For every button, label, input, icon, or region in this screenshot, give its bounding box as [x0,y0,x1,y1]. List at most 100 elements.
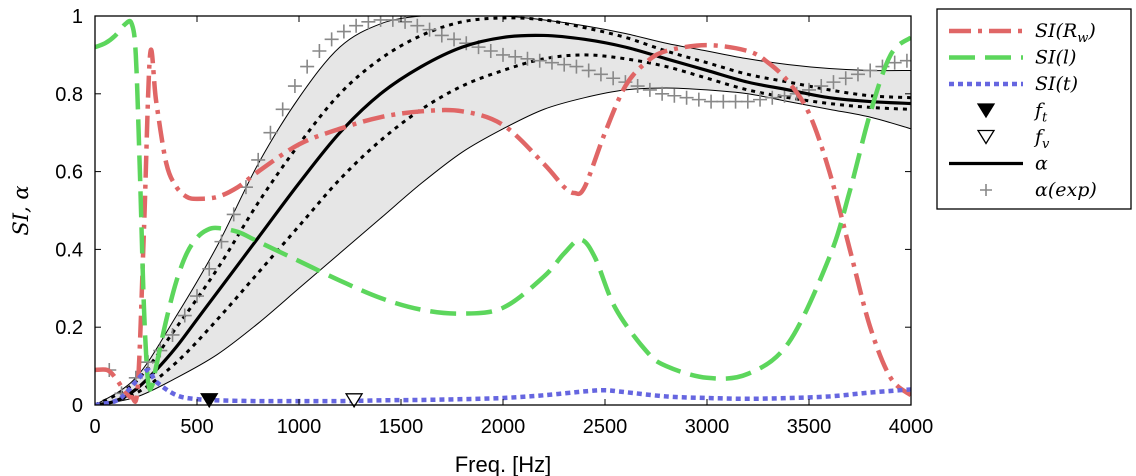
alpha-exp-point [410,18,425,33]
alpha-exp-point [422,22,437,37]
alpha-exp-point [777,88,792,103]
y-tick-label: 1 [72,6,83,28]
alpha-exp-point [190,289,204,304]
series-si-l [95,18,911,392]
series-group [95,16,911,405]
legend-label: SI(t) [1035,73,1078,95]
legend-swatch [976,103,996,119]
alpha-exp-point [398,16,413,29]
alpha-exp-point [165,327,180,342]
alpha-exp-point [606,71,621,86]
axes: 0 500 1000 1500 2000 2500 3000 3500 4000 0 0.2 0.4 0… [55,6,933,438]
y-tick-label: 0.8 [55,84,83,106]
alpha-exp-point [704,94,719,109]
plot-area [95,16,911,409]
alpha-exp-point [667,88,682,103]
alpha-exp-point [226,207,241,222]
alpha-exp-point [508,49,523,64]
legend-swatch [976,129,996,145]
alpha-exp-point [581,63,596,78]
legend-item-f-t: ft [976,100,1048,126]
legend-item-alpha: α [949,153,1048,175]
alpha-exp-point [177,308,192,323]
alpha-bound-lower [95,53,911,405]
legend-label: fv [1033,126,1050,152]
legend-box [936,8,1132,210]
alpha-line [95,33,911,405]
y-tick-label: 0.4 [55,239,83,261]
x-tick-label: 0 [89,416,100,438]
alpha-exp-point [202,261,217,276]
alpha-exp-point [544,55,559,70]
x-tick-label: 3000 [685,416,730,438]
alpha-bound-upper [95,16,911,405]
alpha-exp-point [814,79,829,94]
x-tick-label: 1000 [277,416,322,438]
legend-swatch [980,184,992,196]
alpha-exp-point [716,94,731,109]
x-tick-label: 4000 [889,416,934,438]
legend-label: α(exp) [1035,179,1097,201]
y-axis-label: SI, α [9,185,33,235]
alpha-exp-point [642,82,657,97]
alpha-exp-point [312,44,327,59]
marker-f-t [200,393,219,409]
x-tick-label: 1500 [379,416,424,438]
series-si-rw [95,42,911,404]
legend-label: SI(Rw) [1035,20,1096,46]
alpha-exp-point [630,79,645,94]
legend-item-si-rw: SI(Rw) [949,20,1096,46]
y-tick-label: 0 [72,395,83,417]
alpha-exp-point [275,102,290,117]
alpha-exp-point [569,59,584,74]
uncertainty-band [95,16,911,405]
alpha-exp-point [838,71,853,86]
legend-item-si-l: SI(l) [949,47,1076,69]
alpha-exp-point [520,51,535,66]
legend-label: SI(l) [1035,47,1076,69]
x-tick-label: 2000 [481,416,526,438]
alpha-exp-point [593,67,608,82]
alpha-exp-point [496,47,510,62]
alpha-exp-point [336,24,351,39]
alpha-exp-point [850,67,865,82]
legend-item-si-t: SI(t) [949,73,1078,95]
y-tick-label: 0.6 [55,162,83,184]
alpha-exp-point [740,94,755,109]
x-axis-label: Freq. [Hz] [455,452,552,476]
legend-label: α [1035,153,1048,175]
alpha-exp-point [251,152,266,167]
alpha-exp-point [765,90,780,105]
alpha-exp-point [728,94,743,109]
alpha-exp-point [385,16,400,27]
alpha-exp-point [887,55,902,70]
alpha-exp-point [679,90,694,105]
legend-item-alpha-exp: α(exp) [980,179,1097,201]
alpha-exp-point [826,75,841,90]
alpha-exp-point [373,16,388,27]
alpha-exp-point [324,32,339,47]
alpha-exp-point [863,63,878,78]
alpha-exp-point [447,32,462,47]
marker-f-v [344,393,364,409]
alpha-exp-point [532,53,547,68]
legend-item-f-v: fv [976,126,1050,152]
alpha-exp-point [483,44,498,59]
x-tick-label: 2500 [583,416,628,438]
alpha-exp-point [287,79,302,94]
alpha-exp-point [349,18,364,33]
alpha-exp-point [434,28,449,43]
alpha-exp-point [899,53,911,68]
alpha-exp-point [557,57,572,72]
x-tick-label: 3500 [787,416,832,438]
alpha-exp-point [361,16,376,29]
alpha-exp-point [691,92,706,107]
x-tick-label: 500 [180,416,213,438]
alpha-exp-point [263,125,278,140]
series-si-t [95,367,911,405]
alpha-exp-point [214,234,229,249]
legend-label: ft [1033,100,1048,126]
alpha-exp-point [655,86,670,101]
